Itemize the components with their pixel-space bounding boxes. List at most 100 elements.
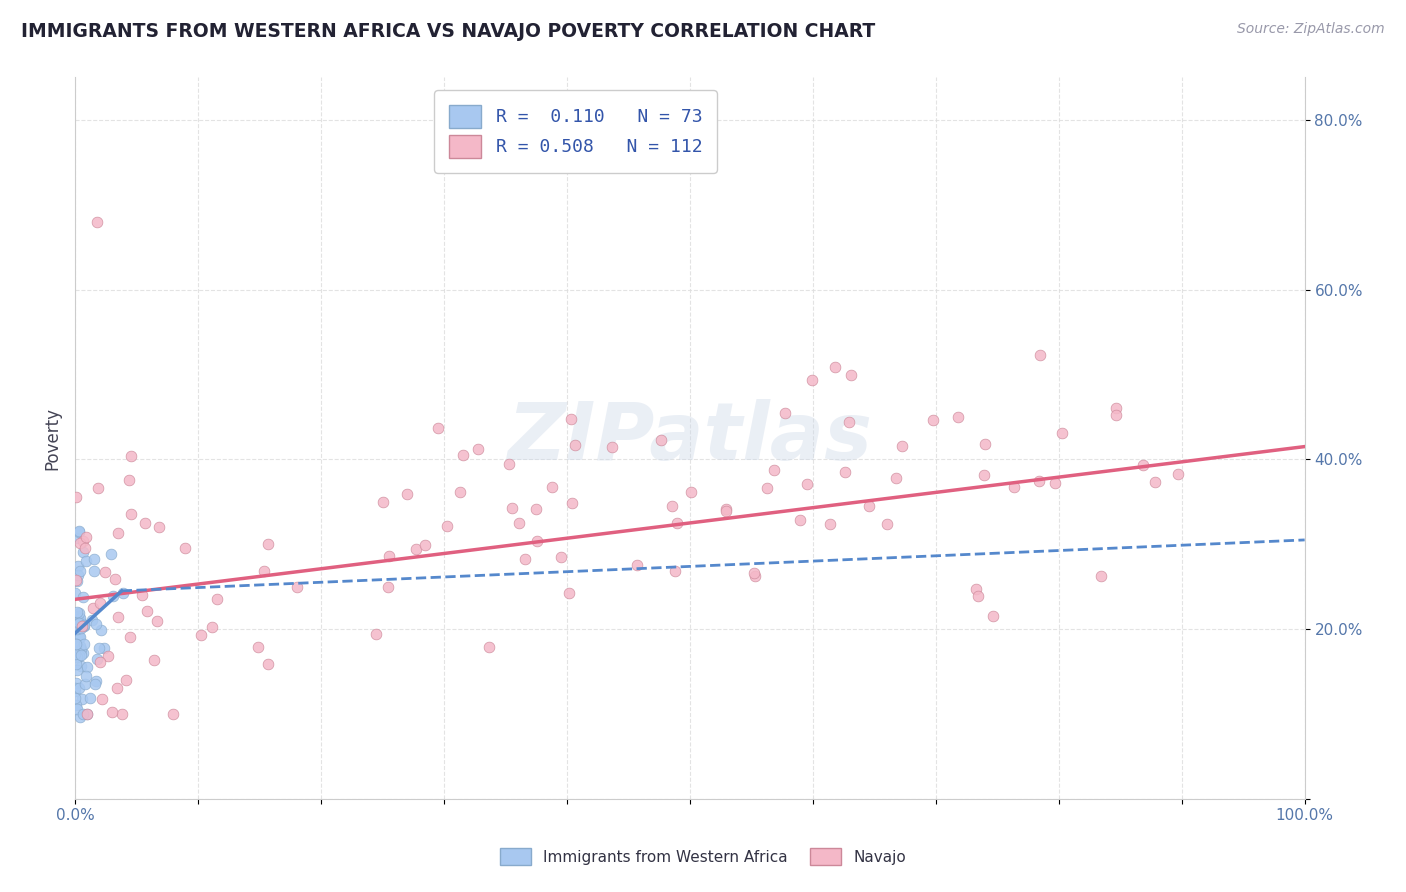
Point [72,545,94,559]
Point [834,466,856,480]
Point [79,691,101,706]
Point [451,449,474,463]
Point [107,525,129,540]
Point [73,619,96,633]
Point [101,589,124,603]
Y-axis label: Poverty: Poverty [44,407,60,469]
Point [142,652,165,666]
Text: IMMIGRANTS FROM WESTERN AFRICA VS NAVAJO POVERTY CORRELATION CHART: IMMIGRANTS FROM WESTERN AFRICA VS NAVAJO… [21,22,876,41]
Point [744,568,766,582]
Point [82,601,104,615]
Point [66,701,89,715]
Point [65,683,87,698]
Point [891,439,914,453]
Point [65,616,87,631]
Point [973,468,995,483]
Point [65,698,87,712]
Point [558,586,581,600]
Point [371,495,394,509]
Point [560,412,582,426]
Point [665,516,688,531]
Point [65,648,87,662]
Point [120,507,142,521]
Point [86,215,108,229]
Point [89,655,111,669]
Point [378,549,401,564]
Point [498,457,520,471]
Point [66,574,89,588]
Point [973,437,995,451]
Point [965,582,987,596]
Point [100,547,122,561]
Point [413,538,436,552]
Point [967,589,990,603]
Point [561,495,583,509]
Point [65,610,87,624]
Point [69,641,91,656]
Point [135,604,157,618]
Point [75,530,97,544]
Point [69,536,91,550]
Point [72,619,94,633]
Point [762,463,785,477]
Point [67,649,90,664]
Point [377,580,399,594]
Point [67,616,90,631]
Point [70,659,93,673]
Point [1167,467,1189,481]
Point [97,648,120,663]
Point [886,470,908,484]
Point [65,637,87,651]
Point [1143,475,1166,490]
Point [524,502,547,516]
Point [76,706,98,721]
Point [69,564,91,578]
Point [66,650,89,665]
Point [70,615,93,629]
Point [83,552,105,566]
Point [426,420,449,434]
Point [75,554,97,568]
Point [70,621,93,635]
Point [820,516,842,531]
Point [190,628,212,642]
Point [650,434,672,448]
Point [73,618,96,632]
Point [664,564,686,578]
Point [257,657,280,672]
Point [257,536,280,550]
Point [65,531,87,545]
Point [467,442,489,456]
Point [72,646,94,660]
Point [201,619,224,633]
Point [73,636,96,650]
Point [103,572,125,586]
Point [508,516,530,530]
Point [449,484,471,499]
Point [65,691,87,706]
Point [66,663,89,677]
Point [541,480,564,494]
Point [714,503,737,517]
Point [65,573,87,587]
Point [285,580,308,594]
Point [69,709,91,723]
Point [69,611,91,625]
Point [515,552,537,566]
Point [69,639,91,653]
Point [87,640,110,655]
Point [67,681,90,695]
Point [93,640,115,655]
Point [1090,569,1112,583]
Point [131,588,153,602]
Point [76,706,98,721]
Point [65,657,87,671]
Point [839,368,862,382]
Point [76,660,98,674]
Point [66,609,89,624]
Point [550,550,572,565]
Point [82,613,104,627]
Point [858,500,880,514]
Point [478,640,501,655]
Point [1043,476,1066,491]
